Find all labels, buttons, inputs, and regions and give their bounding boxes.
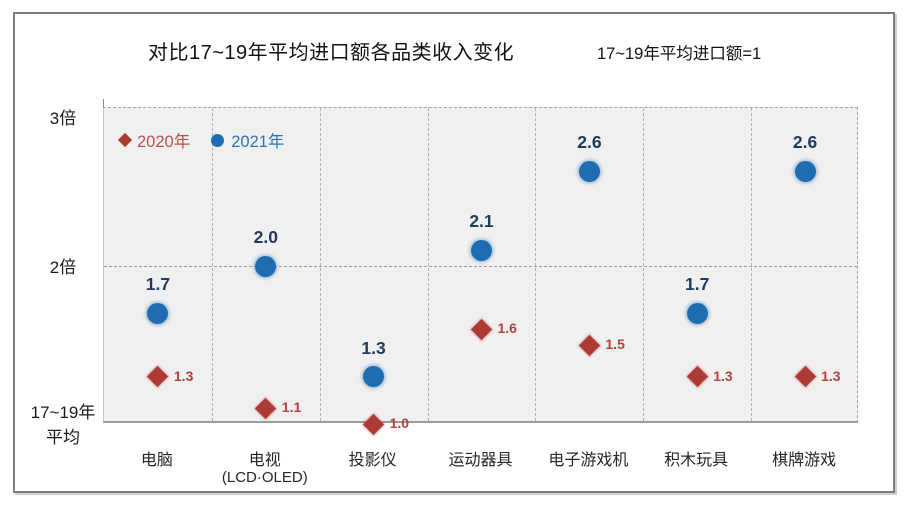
legend-2021-circle-icon: [211, 133, 225, 147]
data-value-label: 1.1: [281, 399, 302, 416]
y-axis-tick-2x: 2倍: [49, 258, 77, 277]
data-value-label: 1.5: [605, 336, 625, 352]
y-axis-baseline-label: 17~19年 平均: [21, 400, 105, 450]
chart-baseline-note: 17~19年平均进口额=1: [597, 45, 762, 63]
vertical-gridline: [643, 108, 645, 421]
x-axis-label-电视: 电视: [248, 452, 281, 469]
data-value-label: 1.3: [713, 367, 733, 384]
y-axis-tick-3x: 3倍: [49, 109, 77, 128]
data-point-diamond-电子游戏机: [578, 334, 600, 356]
data-value-label: 1.0: [389, 415, 410, 431]
x-axis-sublabel-电视: (LCD·OLED): [221, 469, 308, 486]
legend-2020-label: 2020年: [137, 133, 191, 151]
data-point-circle-投影仪: [363, 366, 385, 388]
chart-frame: 对比17~19年平均进口额各品类收入变化 17~19年平均进口额=1 3倍 2倍…: [13, 12, 895, 493]
y-axis-baseline-line1: 17~19年: [30, 403, 96, 422]
data-value-label: 2.6: [792, 132, 818, 153]
x-axis-label-棋牌游戏: 棋牌游戏: [772, 452, 837, 469]
chart-legend: 2020年 2021年: [117, 128, 285, 152]
data-point-circle-电子游戏机: [578, 160, 600, 182]
data-value-label: 1.3: [361, 337, 386, 358]
vertical-gridline: [319, 108, 321, 421]
plot-area: 2020年 2021年 1.3 1.1 1.0 1.6 1.5 1.3 1.3 1.7 2.0 1…: [103, 99, 858, 435]
x-axis-label-运动器具: 运动器具: [448, 452, 513, 469]
data-value-label: 2.0: [253, 227, 278, 247]
x-axis-label-电子游戏机: 电子游戏机: [548, 452, 629, 469]
y-axis-baseline-line2: 平均: [46, 428, 80, 447]
data-point-diamond-积木玩具: [686, 365, 708, 388]
x-axis-label-电脑: 电脑: [140, 452, 173, 469]
legend-2020-diamond-icon: [117, 132, 133, 148]
chart-title: 对比17~19年平均进口额各品类收入变化: [148, 42, 515, 64]
data-point-circle-运动器具: [471, 239, 492, 261]
legend-2021-label: 2021年: [231, 133, 285, 151]
data-point-circle-积木玩具: [686, 302, 708, 324]
x-axis-label-积木玩具: 积木玩具: [664, 452, 729, 469]
data-point-circle-电视: [255, 255, 277, 277]
axis-corner-tick: [103, 99, 104, 108]
data-point-diamond-投影仪: [362, 413, 385, 435]
data-point-diamond-棋牌游戏: [794, 365, 816, 388]
data-value-label: 1.3: [821, 367, 841, 384]
vertical-gridline: [427, 108, 429, 421]
data-value-label: 2.1: [469, 211, 494, 232]
vertical-gridline: [211, 108, 213, 421]
vertical-gridline: [535, 108, 537, 421]
data-point-circle-棋牌游戏: [794, 160, 816, 182]
data-value-label: 1.7: [145, 274, 171, 295]
vertical-gridline: [751, 108, 753, 421]
data-value-label: 1.7: [685, 274, 710, 295]
data-point-circle-电脑: [147, 302, 169, 324]
data-point-diamond-运动器具: [470, 318, 493, 340]
data-point-diamond-电视: [255, 397, 277, 419]
data-point-diamond-电脑: [147, 365, 169, 388]
data-value-label: 2.6: [577, 132, 602, 153]
horizontal-gridline-2x: [104, 266, 857, 267]
data-value-label: 1.3: [173, 367, 194, 384]
data-value-label: 1.6: [497, 320, 517, 337]
x-axis-label-投影仪: 投影仪: [348, 452, 397, 469]
